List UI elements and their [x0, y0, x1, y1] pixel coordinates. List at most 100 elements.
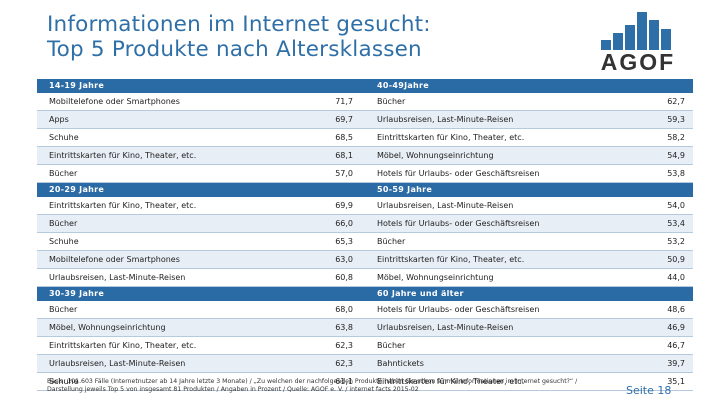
product-name: Bücher: [377, 237, 406, 246]
product-name: Hotels für Urlaubs- oder Geschäftsreisen: [377, 305, 540, 314]
table-row: Eintrittskarten für Kino, Theater, etc. 6…: [37, 197, 365, 215]
product-name: Eintrittskarten für Kino, Theater, etc.: [49, 201, 197, 210]
table-row: Bücher 66,0: [37, 215, 365, 233]
product-percent: 58,2: [667, 133, 685, 142]
product-name: Bücher: [377, 341, 406, 350]
product-name: Mobiltelefone oder Smartphones: [49, 97, 180, 106]
section-header: 40-49Jahre: [365, 79, 693, 93]
age-section: 40-49Jahre Bücher 62,7 Urlaubsreisen, Last-…: [365, 79, 693, 183]
section-header: 50-59 Jahre: [365, 183, 693, 197]
product-name: Hotels für Urlaubs- oder Geschäftsreisen: [377, 219, 540, 228]
product-percent: 57,0: [335, 169, 353, 178]
age-section: 60 Jahre und älter Hotels für Urlaubs- od…: [365, 287, 693, 391]
product-percent: 63,8: [335, 323, 353, 332]
product-name: Schuhe: [49, 133, 79, 142]
product-percent: 54,0: [667, 201, 685, 210]
table-row: Eintrittskarten für Kino, Theater, etc. 3…: [365, 373, 693, 391]
table-row: Bücher 57,0: [37, 165, 365, 183]
section-header: 14-19 Jahre: [37, 79, 365, 93]
table-row: Mobiltelefone oder Smartphones 63,0: [37, 251, 365, 269]
table-row: Bücher 53,2: [365, 233, 693, 251]
product-name: Bücher: [49, 169, 78, 178]
product-percent: 63,0: [335, 255, 353, 264]
table-row: Möbel, Wohnungseinrichtung 63,8: [37, 319, 365, 337]
product-percent: 50,9: [667, 255, 685, 264]
age-section: 30-39 Jahre Bücher 68,0 Möbel, Wohnungseinr…: [37, 287, 365, 391]
section-header: 60 Jahre und älter: [365, 287, 693, 301]
product-percent: 62,3: [335, 359, 353, 368]
product-name: Urlaubsreisen, Last-Minute-Reisen: [49, 359, 186, 368]
product-percent: 48,6: [667, 305, 685, 314]
section-header: 20-29 Jahre: [37, 183, 365, 197]
product-percent: 66,0: [335, 219, 353, 228]
table-row: Apps 69,7: [37, 111, 365, 129]
product-percent: 54,9: [667, 151, 685, 160]
table-row: Urlaubsreisen, Last-Minute-Reisen 59,3: [365, 111, 693, 129]
product-percent: 53,2: [667, 237, 685, 246]
table-row: Urlaubsreisen, Last-Minute-Reisen 60,8: [37, 269, 365, 287]
logo-bars-icon: [601, 12, 671, 50]
table-row: Eintrittskarten für Kino, Theater, etc. 5…: [365, 251, 693, 269]
table-row: Bücher 68,0: [37, 301, 365, 319]
product-name: Eintrittskarten für Kino, Theater, etc.: [377, 255, 525, 264]
product-name: Urlaubsreisen, Last-Minute-Reisen: [377, 323, 514, 332]
product-percent: 69,9: [335, 201, 353, 210]
agof-logo: AGOF: [598, 12, 678, 75]
product-name: Bahntickets: [377, 359, 424, 368]
product-percent: 71,7: [335, 97, 353, 106]
product-percent: 39,7: [667, 359, 685, 368]
product-name: Bücher: [377, 97, 406, 106]
product-percent: 61,1: [335, 377, 353, 386]
table-row: Urlaubsreisen, Last-Minute-Reisen 54,0: [365, 197, 693, 215]
product-percent: 35,1: [667, 377, 685, 386]
product-percent: 65,3: [335, 237, 353, 246]
table-row: Eintrittskarten für Kino, Theater, etc. 6…: [37, 147, 365, 165]
table-row: Eintrittskarten für Kino, Theater, etc. 6…: [37, 337, 365, 355]
table-row: Mobiltelefone oder Smartphones 71,7: [37, 93, 365, 111]
product-name: Bücher: [49, 219, 78, 228]
page-number: Seite 18: [626, 384, 672, 397]
table-row: Eintrittskarten für Kino, Theater, etc. 5…: [365, 129, 693, 147]
table-left-column: 14-19 Jahre Mobiltelefone oder Smartphone…: [37, 79, 365, 391]
product-percent: 68,5: [335, 133, 353, 142]
product-name: Schuhe: [49, 377, 79, 386]
product-percent: 53,8: [667, 169, 685, 178]
product-percent: 69,7: [335, 115, 353, 124]
product-name: Bücher: [49, 305, 78, 314]
age-section: 20-29 Jahre Eintrittskarten für Kino, The…: [37, 183, 365, 287]
product-percent: 46,9: [667, 323, 685, 332]
product-name: Eintrittskarten für Kino, Theater, etc.: [49, 341, 197, 350]
product-name: Urlaubsreisen, Last-Minute-Reisen: [49, 273, 186, 282]
section-header: 30-39 Jahre: [37, 287, 365, 301]
product-name: Urlaubsreisen, Last-Minute-Reisen: [377, 201, 514, 210]
product-percent: 44,0: [667, 273, 685, 282]
product-percent: 60,8: [335, 273, 353, 282]
table-right-column: 40-49Jahre Bücher 62,7 Urlaubsreisen, Last-…: [365, 79, 693, 391]
product-name: Hotels für Urlaubs- oder Geschäftsreisen: [377, 169, 540, 178]
product-name: Eintrittskarten für Kino, Theater, etc.: [377, 133, 525, 142]
age-section: 50-59 Jahre Urlaubsreisen, Last-Minute-Re…: [365, 183, 693, 287]
product-percent: 53,4: [667, 219, 685, 228]
product-name: Urlaubsreisen, Last-Minute-Reisen: [377, 115, 514, 124]
page-title: Informationen im Internet gesucht: Top 5…: [47, 12, 431, 62]
product-name: Möbel, Wohnungseinrichtung: [49, 323, 166, 332]
table-row: Schuhe 68,5: [37, 129, 365, 147]
table-row: Urlaubsreisen, Last-Minute-Reisen 46,9: [365, 319, 693, 337]
title-line-2: Top 5 Produkte nach Altersklassen: [47, 37, 422, 62]
table-row: Hotels für Urlaubs- oder Geschäftsreisen…: [365, 215, 693, 233]
product-percent: 68,0: [335, 305, 353, 314]
product-name: Eintrittskarten für Kino, Theater, etc.: [377, 377, 525, 386]
product-name: Mobiltelefone oder Smartphones: [49, 255, 180, 264]
age-section: 14-19 Jahre Mobiltelefone oder Smartphone…: [37, 79, 365, 183]
table-row: Möbel, Wohnungseinrichtung 44,0: [365, 269, 693, 287]
product-name: Apps: [49, 115, 69, 124]
logo-text: AGOF: [600, 49, 676, 75]
table-row: Schuhe 61,1: [37, 373, 365, 391]
table-row: Bücher 46,7: [365, 337, 693, 355]
product-percent: 46,7: [667, 341, 685, 350]
table-row: Möbel, Wohnungseinrichtung 54,9: [365, 147, 693, 165]
table-row: Urlaubsreisen, Last-Minute-Reisen 62,3: [37, 355, 365, 373]
table-row: Hotels für Urlaubs- oder Geschäftsreisen…: [365, 165, 693, 183]
title-line-1: Informationen im Internet gesucht:: [47, 12, 431, 37]
table-row: Bücher 62,7: [365, 93, 693, 111]
